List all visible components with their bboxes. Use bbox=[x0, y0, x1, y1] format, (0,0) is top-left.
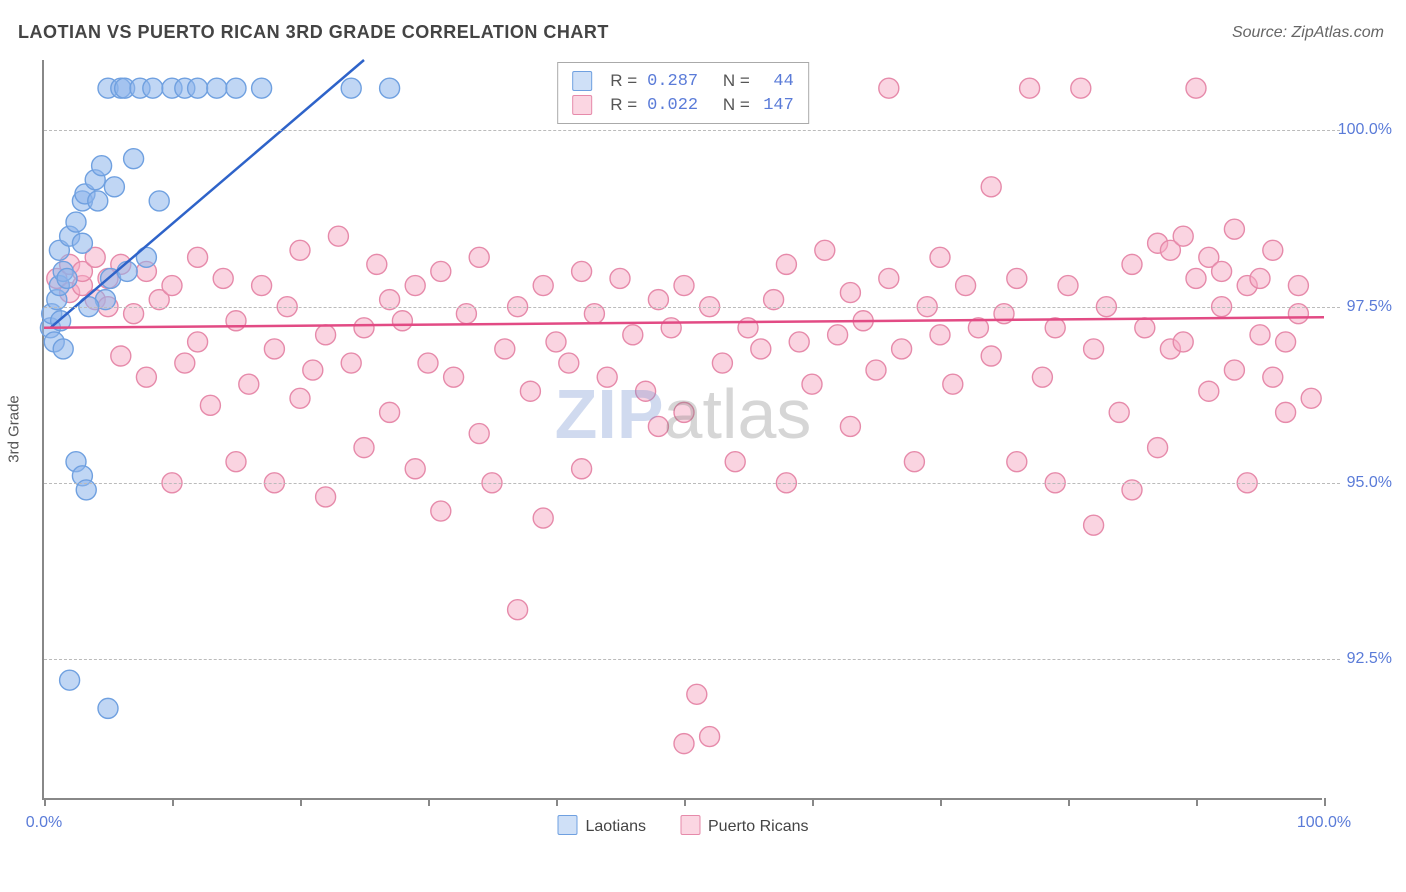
legend-label: Laotians bbox=[586, 818, 647, 835]
x-tick-label: 100.0% bbox=[1297, 814, 1351, 832]
legend-item-puerto-ricans: Puerto Ricans bbox=[680, 815, 809, 836]
r-value-puerto-ricans: 0.022 bbox=[647, 96, 698, 115]
swatch-puerto-ricans-icon bbox=[680, 815, 700, 835]
r-label: R = bbox=[610, 71, 637, 91]
y-axis-label: 3rd Grade bbox=[6, 395, 23, 463]
series-legend: Laotians Puerto Ricans bbox=[558, 815, 809, 836]
y-tick-label: 100.0% bbox=[1338, 121, 1392, 139]
legend-row-puerto-ricans: R = 0.022 N = 147 bbox=[572, 93, 794, 117]
n-label: N = bbox=[723, 95, 750, 115]
r-label: R = bbox=[610, 95, 637, 115]
swatch-puerto-ricans-icon bbox=[572, 95, 592, 115]
chart-title: LAOTIAN VS PUERTO RICAN 3RD GRADE CORREL… bbox=[18, 22, 609, 43]
source-attribution: Source: ZipAtlas.com bbox=[1232, 24, 1384, 42]
n-value-laotians: 44 bbox=[760, 72, 794, 91]
r-value-laotians: 0.287 bbox=[647, 72, 698, 91]
n-label: N = bbox=[723, 71, 750, 91]
plot-area: 3rd Grade ZIPatlas R = 0.287 N = 44 R = … bbox=[42, 60, 1322, 800]
n-value-puerto-ricans: 147 bbox=[760, 96, 794, 115]
y-tick-label: 95.0% bbox=[1347, 474, 1392, 492]
swatch-laotians-icon bbox=[558, 815, 578, 835]
legend-item-laotians: Laotians bbox=[558, 815, 647, 836]
legend-row-laotians: R = 0.287 N = 44 bbox=[572, 69, 794, 93]
x-tick-label: 0.0% bbox=[26, 814, 62, 832]
correlation-legend: R = 0.287 N = 44 R = 0.022 N = 147 bbox=[557, 62, 809, 124]
y-tick-label: 97.5% bbox=[1347, 298, 1392, 316]
swatch-laotians-icon bbox=[572, 71, 592, 91]
scatter-svg bbox=[44, 60, 1324, 800]
y-tick-label: 92.5% bbox=[1347, 650, 1392, 668]
legend-label: Puerto Ricans bbox=[708, 818, 809, 835]
